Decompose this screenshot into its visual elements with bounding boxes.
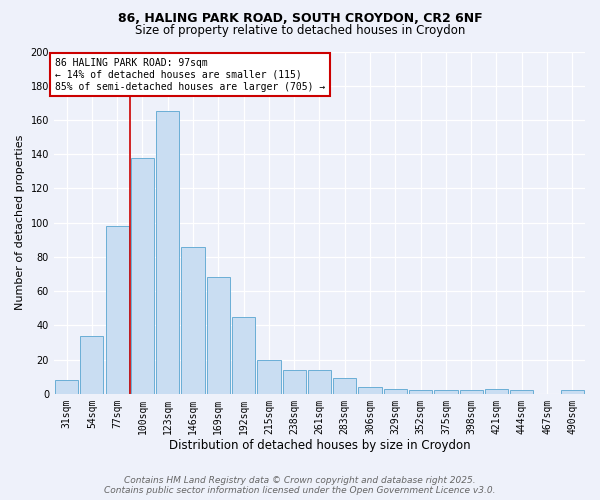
Text: Contains HM Land Registry data © Crown copyright and database right 2025.
Contai: Contains HM Land Registry data © Crown c… [104,476,496,495]
Text: 86 HALING PARK ROAD: 97sqm
← 14% of detached houses are smaller (115)
85% of sem: 86 HALING PARK ROAD: 97sqm ← 14% of deta… [55,58,325,92]
Bar [485,388,508,394]
Bar [55,380,78,394]
X-axis label: Distribution of detached houses by size in Croydon: Distribution of detached houses by size … [169,440,470,452]
Bar [283,370,306,394]
Bar [80,336,103,394]
Bar [409,390,432,394]
Bar [156,112,179,394]
Bar [434,390,458,394]
Y-axis label: Number of detached properties: Number of detached properties [15,135,25,310]
Bar [232,317,255,394]
Bar [257,360,281,394]
Bar [561,390,584,394]
Text: 86, HALING PARK ROAD, SOUTH CROYDON, CR2 6NF: 86, HALING PARK ROAD, SOUTH CROYDON, CR2… [118,12,482,26]
Bar [206,278,230,394]
Bar [383,388,407,394]
Bar [131,158,154,394]
Bar [333,378,356,394]
Bar [181,246,205,394]
Bar [358,387,382,394]
Bar [308,370,331,394]
Bar [460,390,483,394]
Bar [106,226,129,394]
Text: Size of property relative to detached houses in Croydon: Size of property relative to detached ho… [135,24,465,37]
Bar [510,390,533,394]
